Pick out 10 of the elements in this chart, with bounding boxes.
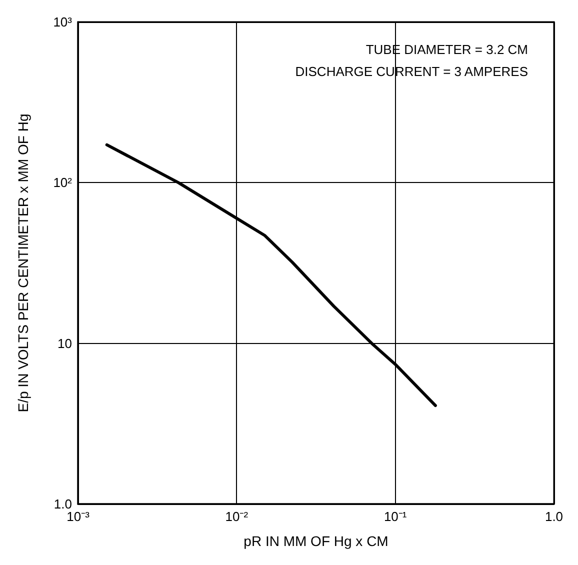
x-axis-title: pR IN MM OF Hg x CM bbox=[244, 533, 388, 549]
x-tick-label: 1.0 bbox=[544, 509, 564, 524]
y-tick-label: 10² bbox=[53, 175, 73, 190]
y-tick-label: 10 bbox=[58, 336, 72, 351]
y-axis-title: E/p IN VOLTS PER CENTIMETER x MM OF Hg bbox=[15, 114, 31, 412]
x-tick-label: 10⁻¹ bbox=[384, 509, 408, 524]
x-tick-label: 10⁻³ bbox=[66, 509, 90, 524]
x-tick-label: 10⁻² bbox=[225, 509, 249, 524]
y-tick-label: 10³ bbox=[53, 14, 73, 30]
y-tick-label: 1.0 bbox=[54, 496, 72, 512]
